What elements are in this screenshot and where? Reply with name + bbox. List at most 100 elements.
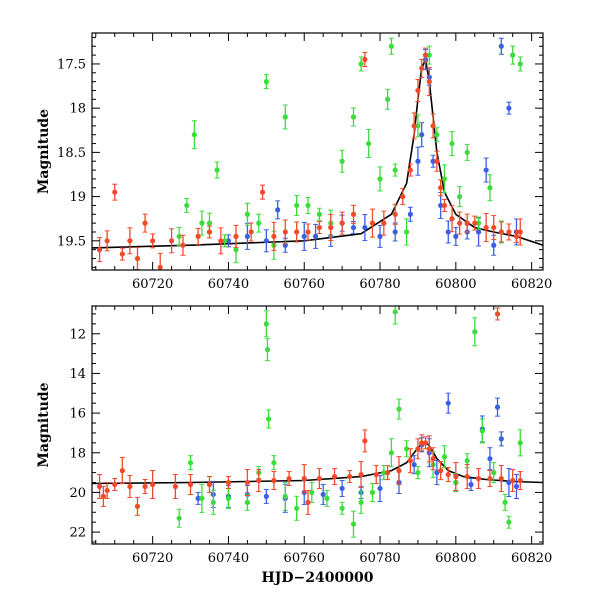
data-point bbox=[172, 483, 178, 490]
data-point bbox=[358, 471, 364, 478]
data-point bbox=[271, 477, 277, 484]
x-tick-label: 60720 bbox=[132, 277, 173, 292]
data-point bbox=[316, 475, 322, 482]
data-point bbox=[294, 202, 300, 209]
data-point bbox=[392, 167, 398, 173]
data-point bbox=[96, 247, 103, 253]
data-point bbox=[494, 311, 501, 317]
y-tick-label: 18.5 bbox=[57, 146, 86, 161]
data-point bbox=[206, 220, 213, 226]
data-point bbox=[407, 458, 413, 464]
data-point bbox=[199, 495, 205, 501]
data-point bbox=[517, 477, 523, 484]
data-point bbox=[127, 238, 133, 244]
data-point bbox=[184, 202, 190, 209]
data-point bbox=[96, 483, 103, 490]
data-point bbox=[475, 229, 482, 235]
x-tick-label: 60780 bbox=[359, 551, 400, 566]
x-tick-label: 60800 bbox=[435, 551, 476, 566]
data-point bbox=[157, 264, 163, 270]
data-point bbox=[498, 229, 504, 235]
bottom-panel: 60720 60740 60760 60780 60800 60820 12 14 16 18 20… bbox=[36, 305, 552, 586]
data-point bbox=[282, 493, 288, 499]
data-point bbox=[305, 202, 311, 209]
data-point bbox=[199, 220, 205, 226]
data-point bbox=[225, 479, 232, 486]
data-point bbox=[510, 52, 516, 58]
plot-frame bbox=[91, 32, 544, 271]
data-point bbox=[426, 52, 432, 58]
series-1 bbox=[176, 306, 523, 538]
series-2 bbox=[96, 307, 523, 516]
data-point bbox=[464, 220, 470, 226]
data-point bbox=[377, 485, 383, 492]
data-point bbox=[381, 470, 387, 476]
data-point bbox=[112, 481, 118, 488]
y-tick-label: 20 bbox=[69, 486, 86, 501]
data-point bbox=[441, 176, 448, 182]
series-1 bbox=[176, 37, 523, 264]
data-point bbox=[264, 347, 271, 353]
data-point bbox=[305, 499, 311, 505]
data-point bbox=[282, 229, 288, 235]
data-point bbox=[388, 43, 395, 49]
x-tick-label: 60720 bbox=[132, 551, 173, 566]
data-point bbox=[453, 233, 459, 239]
data-point bbox=[491, 224, 497, 231]
data-point bbox=[506, 105, 512, 111]
data-point bbox=[385, 470, 391, 476]
data-point bbox=[263, 321, 269, 327]
data-point bbox=[127, 483, 133, 490]
data-point bbox=[222, 238, 228, 244]
data-point bbox=[438, 202, 444, 209]
data-point bbox=[218, 238, 224, 244]
data-point bbox=[263, 238, 269, 244]
x-tick-label: 60740 bbox=[208, 277, 249, 292]
x-tick-label: 60760 bbox=[284, 551, 325, 566]
data-point bbox=[263, 79, 269, 85]
data-point bbox=[517, 229, 523, 235]
data-point bbox=[366, 140, 372, 147]
data-point bbox=[407, 211, 413, 217]
data-point bbox=[415, 87, 421, 94]
plot-area bbox=[92, 37, 543, 270]
data-point bbox=[441, 454, 448, 460]
data-point bbox=[472, 329, 478, 335]
data-point bbox=[396, 406, 402, 412]
data-point bbox=[301, 233, 307, 239]
data-point bbox=[316, 224, 322, 231]
data-point bbox=[320, 491, 326, 498]
data-point bbox=[316, 211, 322, 217]
x-tick-label: 60760 bbox=[284, 277, 325, 292]
data-point bbox=[494, 404, 501, 410]
data-point bbox=[301, 475, 307, 482]
data-point bbox=[483, 224, 489, 231]
data-point bbox=[434, 158, 440, 164]
data-point bbox=[475, 475, 482, 482]
data-point bbox=[411, 462, 417, 468]
data-point bbox=[468, 481, 474, 488]
data-point bbox=[377, 233, 383, 239]
data-point bbox=[487, 185, 493, 191]
data-point bbox=[400, 194, 406, 200]
data-point bbox=[286, 475, 292, 482]
data-point bbox=[487, 475, 493, 482]
data-point bbox=[498, 436, 504, 442]
data-point bbox=[498, 475, 504, 482]
data-point bbox=[104, 238, 110, 244]
data-point bbox=[369, 489, 376, 496]
data-point bbox=[339, 505, 345, 511]
y-tick-label: 18 bbox=[69, 102, 86, 117]
x-tick-label: 60780 bbox=[359, 277, 400, 292]
data-point bbox=[385, 96, 391, 102]
x-tick-label: 60820 bbox=[511, 277, 552, 292]
data-point bbox=[517, 61, 523, 67]
data-point bbox=[350, 211, 357, 217]
series-2 bbox=[96, 47, 523, 270]
data-point bbox=[168, 238, 175, 244]
data-point bbox=[206, 229, 213, 235]
data-point bbox=[191, 132, 197, 138]
data-point bbox=[426, 79, 432, 85]
y-tick-label: 16 bbox=[69, 407, 86, 422]
data-point bbox=[187, 460, 194, 466]
